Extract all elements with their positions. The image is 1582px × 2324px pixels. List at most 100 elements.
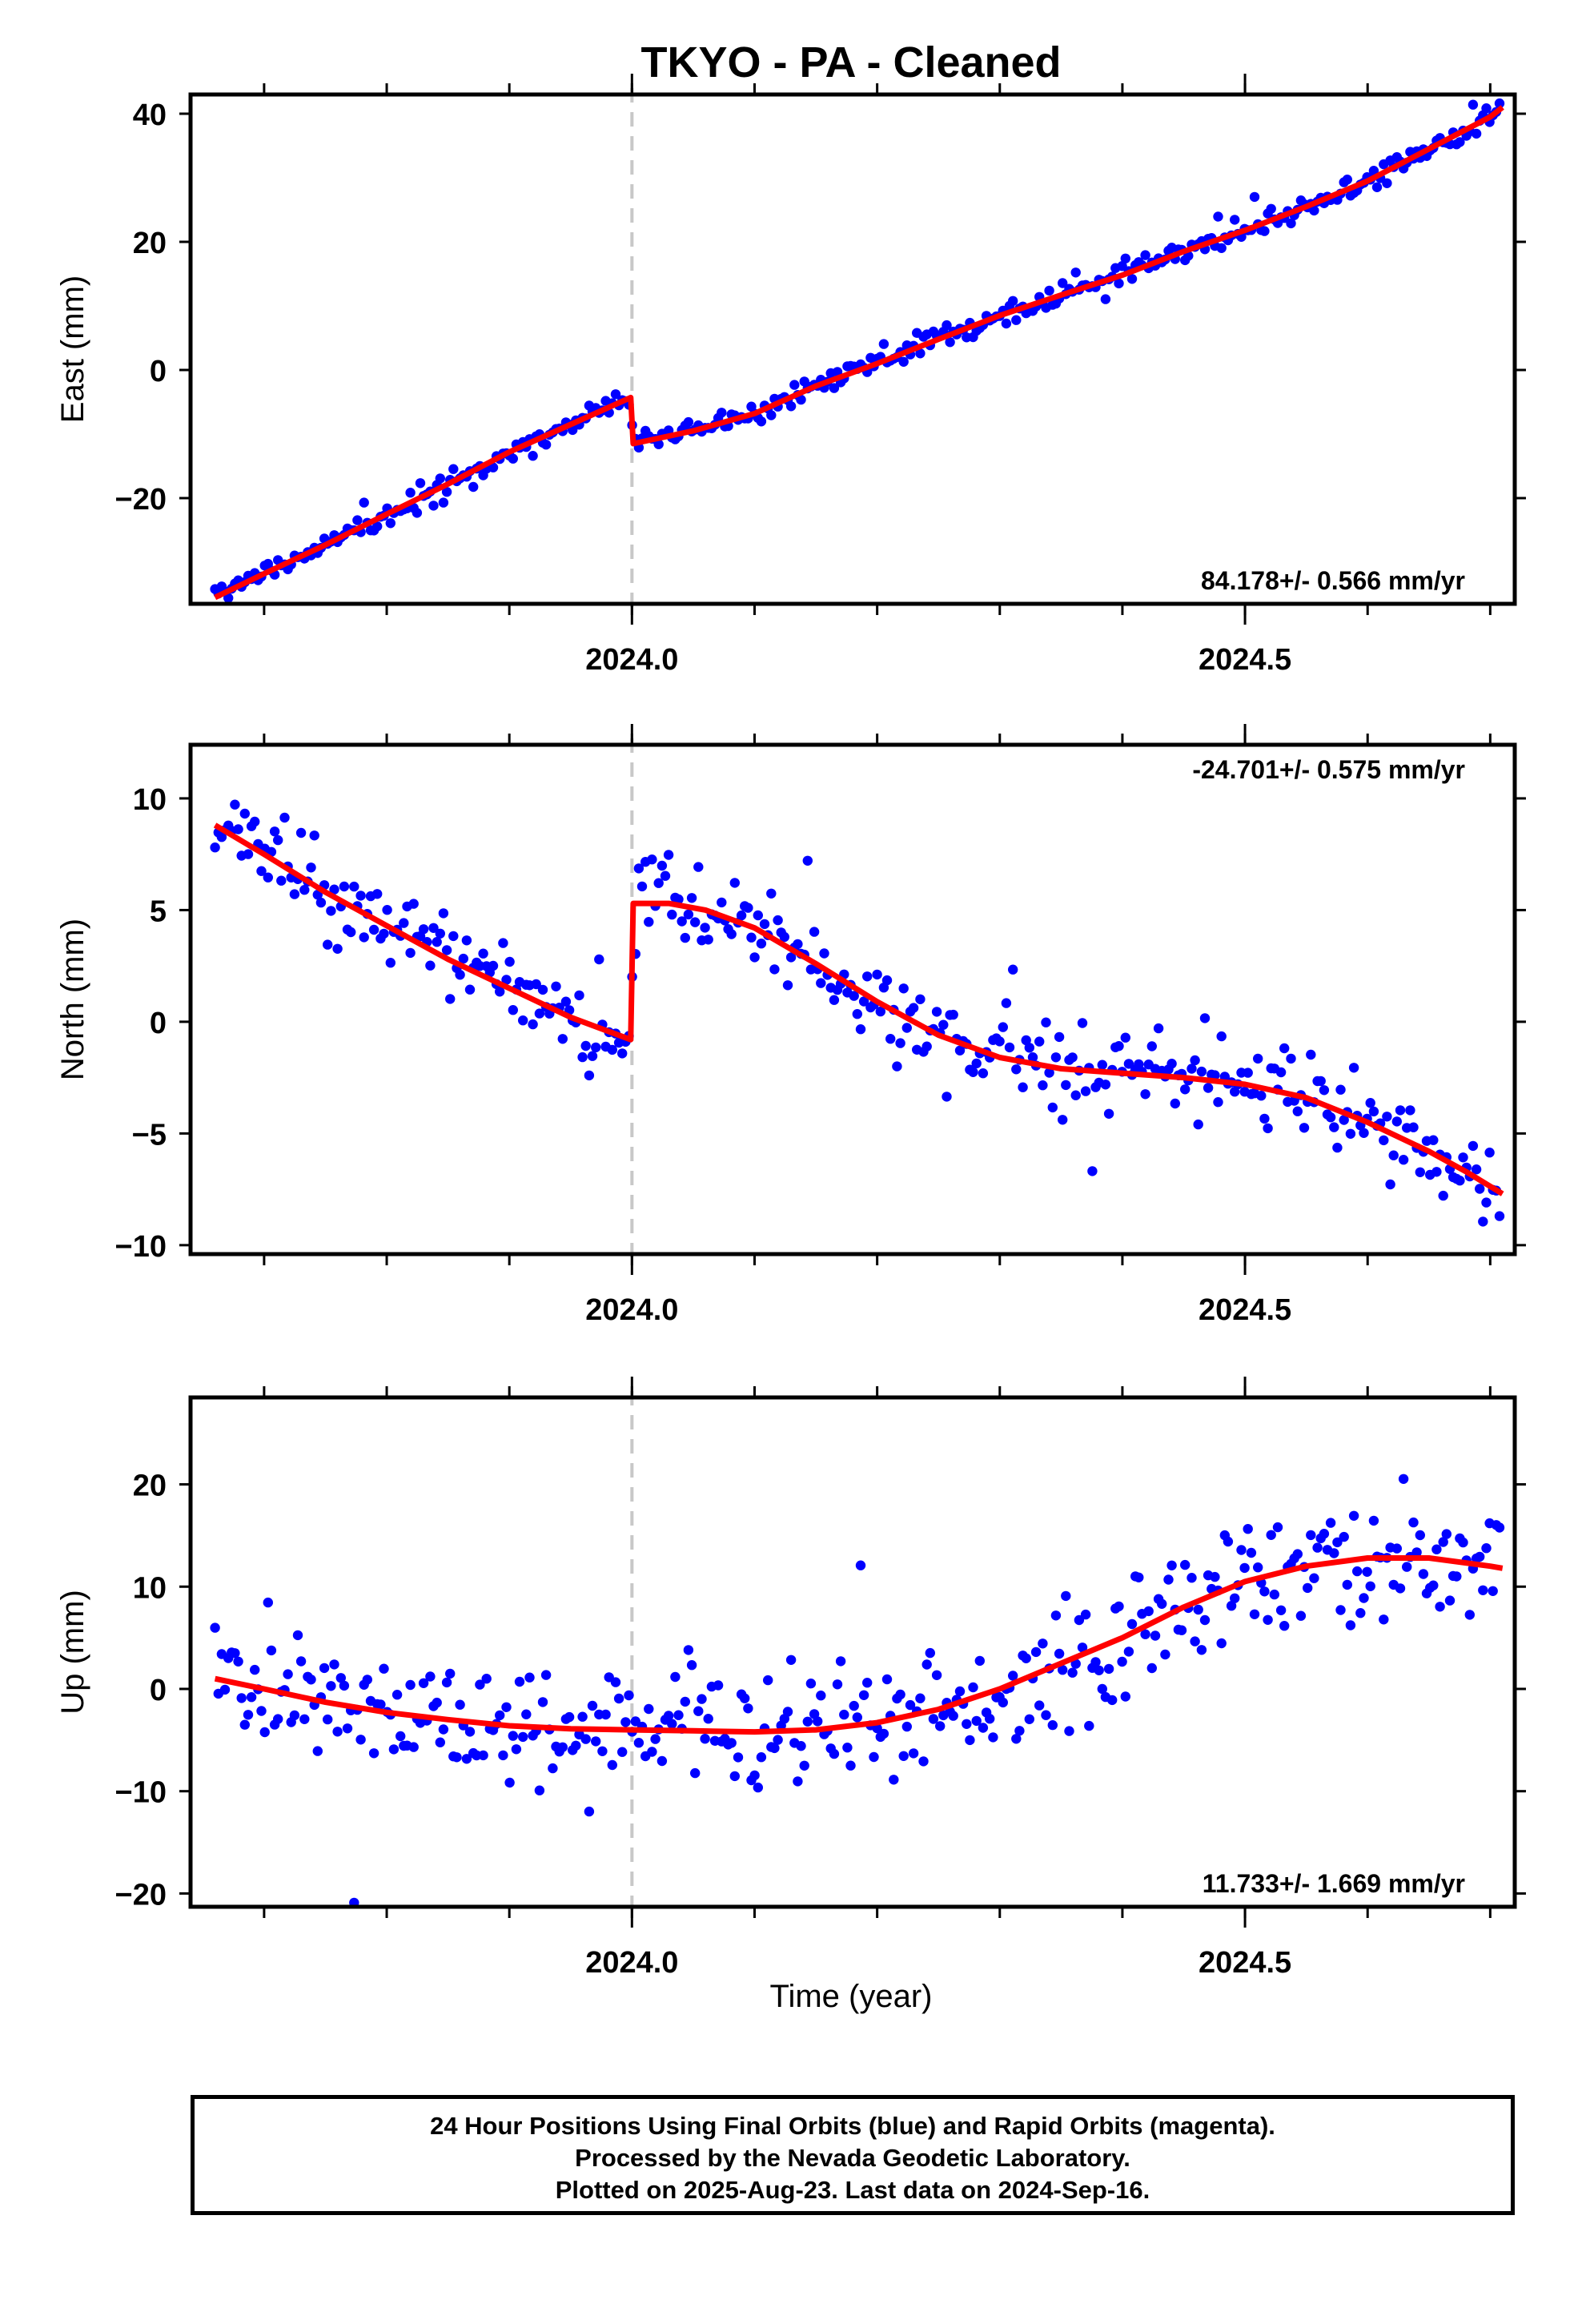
data-point (1038, 1080, 1048, 1091)
data-point (1319, 1085, 1330, 1096)
up-plot-frame (188, 1395, 1517, 1909)
data-point (1134, 1059, 1144, 1070)
data-point (1408, 1517, 1419, 1528)
data-point (1190, 1636, 1200, 1647)
data-point (1292, 1549, 1303, 1559)
data-point (683, 1645, 694, 1655)
data-point (432, 937, 442, 947)
north-panel: −10 −5 0 5 10 2024.0 2024.5 North (mm) -24.701+/… (55, 724, 1526, 1327)
data-point (1415, 1530, 1426, 1541)
data-point (1431, 1167, 1442, 1177)
data-point (677, 916, 687, 927)
data-point (1097, 1683, 1108, 1695)
data-point (1475, 1551, 1485, 1562)
data-point (1368, 166, 1379, 176)
data-point (1438, 1190, 1448, 1201)
data-point (945, 337, 955, 348)
data-point (749, 1770, 760, 1781)
data-point (978, 1068, 989, 1079)
data-point (988, 1732, 998, 1743)
data-point (239, 1719, 250, 1730)
north-plot-frame (188, 742, 1517, 1256)
data-point (246, 1692, 257, 1703)
data-point (1339, 1531, 1349, 1542)
data-point (686, 1660, 697, 1671)
data-point (842, 1743, 853, 1753)
data-point (352, 515, 363, 525)
up-x-tick-label: 2024.5 (1199, 1946, 1291, 1980)
data-point (908, 1003, 919, 1013)
data-point (1275, 1067, 1287, 1078)
data-point (250, 816, 260, 827)
data-point (1398, 1155, 1409, 1165)
data-point (1342, 175, 1353, 185)
data-point (1488, 1586, 1498, 1597)
data-point (1428, 1580, 1439, 1590)
data-point (1371, 182, 1383, 192)
data-point (1024, 1043, 1035, 1053)
data-point (656, 1755, 668, 1767)
data-point (441, 945, 452, 955)
data-point (931, 1007, 942, 1017)
data-point (644, 917, 654, 927)
data-point (540, 440, 552, 450)
data-point (1213, 1097, 1223, 1108)
data-point (1365, 1581, 1375, 1592)
data-point (1163, 1574, 1174, 1585)
data-point (816, 1691, 826, 1701)
data-point (805, 1679, 817, 1689)
data-point (1464, 1610, 1476, 1620)
north-y-tick-label: 10 (133, 783, 167, 817)
data-point (435, 928, 445, 939)
data-point (1100, 294, 1111, 304)
data-point (518, 1015, 528, 1026)
data-point (1153, 1023, 1164, 1034)
data-point (1210, 1070, 1220, 1080)
data-point (948, 1009, 958, 1020)
data-point (610, 1677, 621, 1687)
data-point (1391, 1116, 1403, 1127)
data-point (729, 878, 740, 888)
data-point (968, 1067, 978, 1078)
data-point (1117, 1656, 1127, 1667)
data-point (717, 408, 727, 418)
data-point (1047, 1102, 1058, 1113)
data-point (839, 1709, 849, 1720)
data-point (534, 1008, 545, 1019)
data-point (243, 849, 254, 859)
data-point (753, 1782, 763, 1793)
data-point (858, 1690, 869, 1700)
north-y-tick-label: −5 (132, 1118, 167, 1152)
data-point (974, 1655, 986, 1667)
data-point (1468, 1140, 1479, 1152)
data-point (418, 1678, 429, 1688)
data-point (855, 1024, 866, 1035)
east-y-tick-label: −20 (115, 483, 167, 517)
data-point (1223, 1536, 1234, 1547)
north-data-points (210, 799, 1505, 1227)
data-point (978, 1723, 989, 1733)
data-point (1299, 1123, 1310, 1133)
data-point (1475, 1184, 1485, 1194)
data-point (537, 1697, 548, 1707)
data-point (938, 1019, 949, 1030)
data-point (1345, 1128, 1356, 1140)
data-point (498, 938, 508, 948)
data-point (813, 1716, 823, 1727)
data-point (849, 991, 859, 1001)
data-point (670, 1671, 681, 1683)
up-data-points (210, 1474, 1505, 1907)
data-point (504, 956, 515, 967)
data-point (1090, 1657, 1101, 1667)
data-point (1494, 1211, 1505, 1221)
data-point (905, 1699, 916, 1711)
data-point (1034, 1700, 1045, 1711)
data-point (1064, 1726, 1074, 1736)
data-point (289, 889, 300, 899)
data-point (1275, 1605, 1287, 1616)
data-point (971, 1058, 982, 1069)
data-point (693, 862, 704, 872)
data-point (693, 1706, 704, 1716)
data-point (1100, 1080, 1111, 1090)
data-point (279, 812, 290, 823)
